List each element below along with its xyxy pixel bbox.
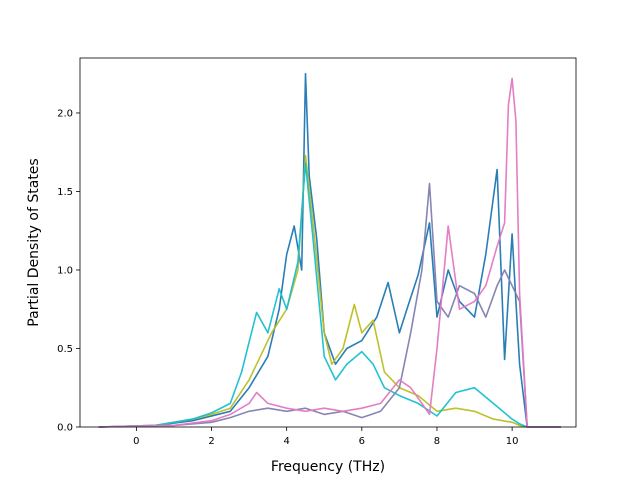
series-line-3 bbox=[98, 162, 561, 428]
x-tick-label: 6 bbox=[359, 436, 365, 447]
series-line-4 bbox=[98, 182, 561, 428]
series-layer bbox=[98, 72, 561, 428]
y-axis-title: Partial Density of States bbox=[26, 158, 42, 326]
series-line-5 bbox=[98, 77, 561, 428]
x-axis-title: Frequency (THz) bbox=[271, 459, 385, 475]
x-tick-label: 0 bbox=[133, 436, 139, 447]
x-tick-label: 2 bbox=[208, 436, 214, 447]
y-tick-label: 1.0 bbox=[57, 265, 73, 276]
y-tick-label: 1.5 bbox=[57, 187, 73, 198]
x-tick-label: 8 bbox=[434, 436, 440, 447]
y-tick-label: 0.0 bbox=[57, 423, 73, 434]
y-tick-label: 2.0 bbox=[57, 108, 73, 119]
series-line-1 bbox=[98, 72, 561, 428]
y-tick-label: 0.5 bbox=[57, 344, 73, 355]
series-line-2 bbox=[98, 154, 561, 428]
plot-frame bbox=[79, 57, 577, 428]
x-tick-label: 4 bbox=[283, 436, 289, 447]
x-tick-label: 10 bbox=[506, 436, 519, 447]
ticks-layer: 0 2 4 6 8 10 0.0 0.5 1.0 1.5 2.0 bbox=[57, 108, 518, 447]
